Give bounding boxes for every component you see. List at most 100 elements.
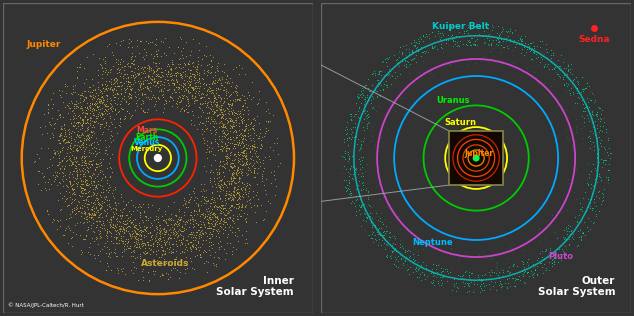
Point: [138, 242, 148, 247]
Point: [180, 71, 190, 76]
Point: [245, 148, 255, 153]
Point: [160, 77, 171, 82]
Point: [93, 214, 103, 219]
Point: [420, 34, 430, 39]
Point: [149, 271, 159, 276]
Point: [89, 178, 99, 183]
Point: [353, 109, 363, 114]
Point: [194, 231, 204, 236]
Point: [82, 178, 92, 183]
Point: [249, 138, 259, 143]
Point: [234, 211, 244, 216]
Point: [73, 120, 83, 125]
Point: [86, 181, 96, 186]
Point: [84, 173, 94, 178]
Point: [427, 44, 437, 49]
Point: [75, 144, 85, 149]
Point: [81, 144, 91, 149]
Point: [45, 121, 55, 126]
Point: [346, 117, 356, 122]
Point: [362, 98, 372, 103]
Point: [576, 126, 586, 131]
Point: [89, 119, 99, 124]
Point: [203, 119, 213, 124]
Point: [217, 111, 228, 116]
Point: [142, 250, 152, 255]
Point: [243, 128, 253, 133]
Point: [359, 96, 370, 101]
Point: [151, 61, 161, 66]
Point: [236, 213, 246, 218]
Point: [112, 265, 122, 270]
Point: [455, 274, 465, 279]
Point: [573, 243, 583, 248]
Point: [212, 215, 222, 220]
Point: [364, 114, 374, 119]
Point: [391, 249, 401, 254]
Point: [131, 230, 141, 235]
Point: [356, 203, 366, 208]
Point: [174, 221, 184, 226]
Point: [65, 131, 75, 137]
Point: [362, 108, 372, 113]
Point: [540, 256, 550, 261]
Point: [89, 139, 100, 144]
Point: [89, 210, 100, 215]
Point: [588, 220, 598, 225]
Point: [151, 99, 161, 104]
Point: [174, 238, 184, 243]
Point: [176, 87, 186, 92]
Point: [138, 85, 148, 90]
Point: [77, 186, 87, 191]
Point: [556, 52, 566, 58]
Point: [391, 263, 401, 268]
Point: [553, 252, 563, 257]
Point: [58, 137, 68, 142]
Point: [477, 277, 487, 283]
Point: [499, 36, 509, 41]
Point: [89, 108, 100, 113]
Point: [541, 246, 552, 251]
Point: [344, 174, 354, 179]
Point: [171, 248, 181, 253]
Point: [118, 238, 128, 243]
Point: [122, 212, 132, 217]
Point: [401, 43, 411, 48]
Point: [537, 249, 547, 254]
Point: [195, 254, 205, 259]
Point: [233, 165, 243, 170]
Point: [146, 66, 156, 71]
Point: [357, 203, 367, 208]
Point: [66, 130, 76, 135]
Point: [74, 205, 84, 210]
Point: [254, 156, 264, 161]
Point: [263, 120, 273, 125]
Point: [230, 233, 240, 238]
Point: [202, 110, 212, 115]
Point: [213, 241, 223, 246]
Point: [183, 241, 193, 246]
Point: [138, 227, 148, 232]
Point: [127, 209, 138, 214]
Point: [140, 261, 150, 266]
Point: [593, 106, 604, 111]
Point: [237, 193, 247, 198]
Point: [92, 139, 102, 144]
Point: [417, 36, 427, 41]
Point: [219, 219, 229, 224]
Point: [136, 70, 146, 75]
Point: [178, 236, 188, 241]
Point: [209, 226, 219, 231]
Point: [122, 108, 132, 113]
Point: [493, 272, 503, 277]
Point: [87, 124, 97, 129]
Point: [502, 284, 512, 289]
Point: [474, 31, 484, 36]
Point: [125, 65, 135, 70]
Point: [154, 96, 164, 101]
Point: [215, 224, 225, 229]
Point: [198, 182, 209, 187]
Point: [200, 194, 210, 199]
Point: [359, 136, 369, 141]
Point: [204, 221, 214, 226]
